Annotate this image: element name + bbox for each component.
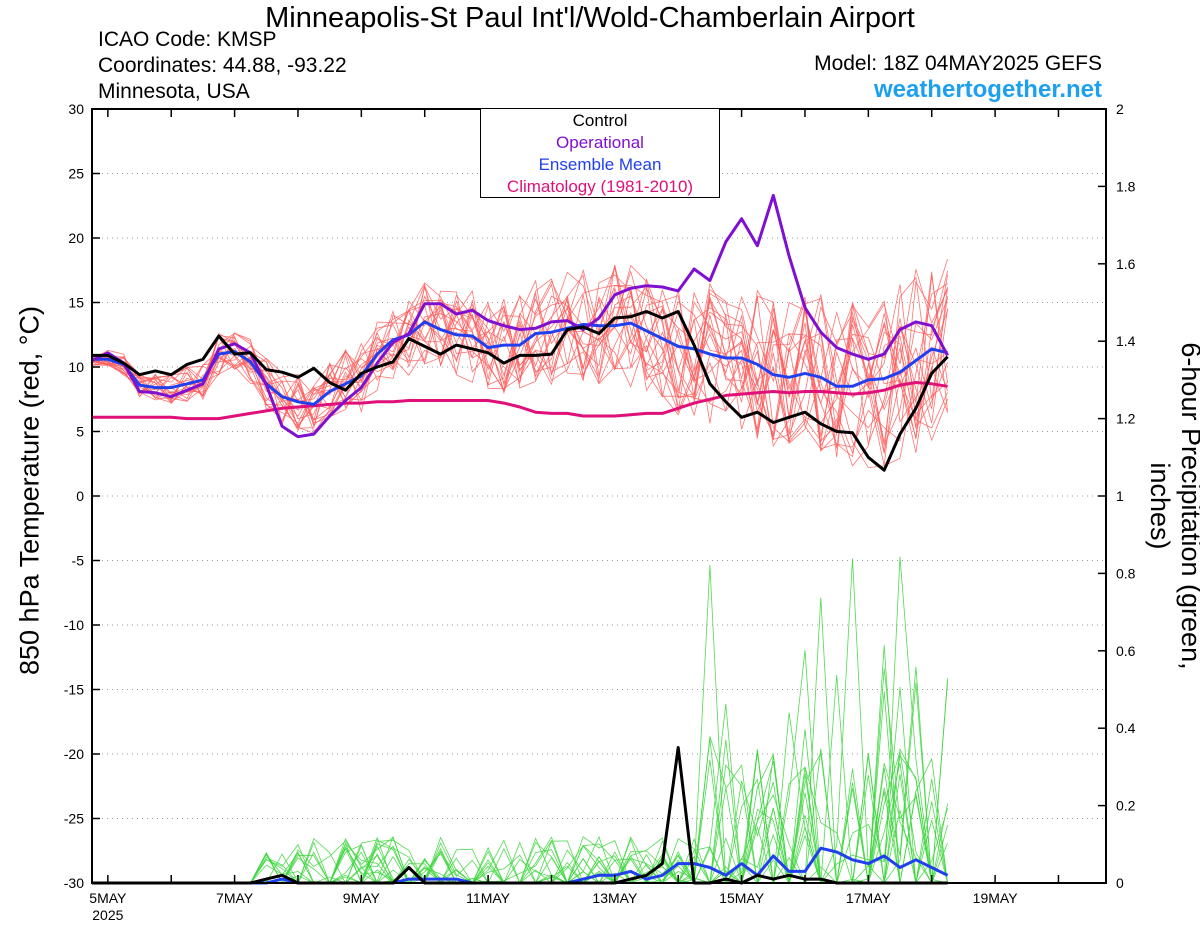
ytick-label-left: -20 [64,746,84,762]
ensemble-member-temp-line [91,266,948,469]
y-axis-label-right: 6-hour Precipitation (green, inches) [1145,342,1200,670]
ensemble-member-temp-line [91,275,948,440]
climatology-1981-2010-temp-line [92,381,948,421]
ensemble-members-precip [92,556,948,885]
ytick-label-right: 1.8 [1116,178,1136,194]
ensemble-member-precip-line [92,597,948,885]
legend-climatology: Climatology (1981-2010) [506,177,694,196]
xtick-label: 5MAY [89,890,127,906]
xtick-label: 17MAY [846,890,892,906]
model-run: Model: 18Z 04MAY2025 GEFS [814,52,1102,75]
xtick-label: 9MAY [343,890,381,906]
ensemble-member-precip-line [92,564,948,884]
series-lines [91,193,949,885]
ensemble-member-precip-line [92,691,948,884]
legend: Control Operational Ensemble Mean Climat… [480,108,720,198]
axis-ticks: 302520151050-5-10-15-20-25-3021.81.61.41… [64,101,1136,923]
ytick-label-left: -30 [64,875,84,891]
coordinates: Coordinates: 44.88, -93.22 [98,54,347,77]
ytick-label-right: 1.2 [1116,411,1136,427]
ytick-label-left: -25 [64,811,84,827]
ytick-label-right: 1.6 [1116,256,1136,272]
year-label: 2025 [92,907,123,923]
xtick-label: 19MAY [973,890,1019,906]
ytick-label-left: 0 [76,488,84,504]
ensemble-member-temp-line [91,271,948,453]
ytick-label-right: 0.2 [1116,798,1136,814]
operational-temp-line [91,193,949,439]
ytick-label-left: 20 [68,230,84,246]
ytick-label-left: 30 [68,101,84,117]
state-name: Minnesota, USA [98,80,250,103]
ytick-label-right: 2 [1116,101,1124,117]
ytick-label-left: 25 [68,166,84,182]
ytick-label-left: 10 [68,359,84,375]
xtick-label: 13MAY [592,890,638,906]
ytick-label-right: 0 [1116,875,1124,891]
ytick-label-right: 0.6 [1116,643,1136,659]
legend-control: Control [572,111,628,130]
y-axis-label-left: 850 hPa Temperature (red, °C) [14,306,45,675]
ensemble-member-precip-line [92,556,948,885]
ytick-label-left: -10 [64,617,84,633]
plot-frame [91,108,1107,884]
ytick-label-left: -5 [72,553,85,569]
ensemble-members-temp [91,258,948,469]
legend-operational: Operational [556,133,644,152]
xtick-label: 7MAY [216,890,254,906]
grid-lines [92,173,1106,819]
site-link[interactable]: weathertogether.net [873,76,1102,103]
xtick-label: 15MAY [719,890,765,906]
ensemble-mean-temp-line [92,320,948,406]
ytick-label-right: 0.8 [1116,565,1136,581]
ensemble-member-precip-line [92,558,948,885]
ytick-label-right: 1.4 [1116,333,1136,349]
ytick-label-left: -15 [64,682,84,698]
ytick-label-right: 0.4 [1116,720,1136,736]
control-temp-line [92,310,949,472]
chart-title: Minneapolis-St Paul Int'l/Wold-Chamberla… [265,2,915,34]
icao-code: ICAO Code: KMSP [98,28,277,51]
ytick-label-right: 1 [1116,488,1124,504]
ytick-label-left: 5 [76,424,84,440]
legend-ensemble-mean: Ensemble Mean [538,155,662,174]
ytick-label-left: 15 [68,295,84,311]
xtick-label: 11MAY [466,890,510,906]
ensemble-member-temp-line [91,258,948,448]
